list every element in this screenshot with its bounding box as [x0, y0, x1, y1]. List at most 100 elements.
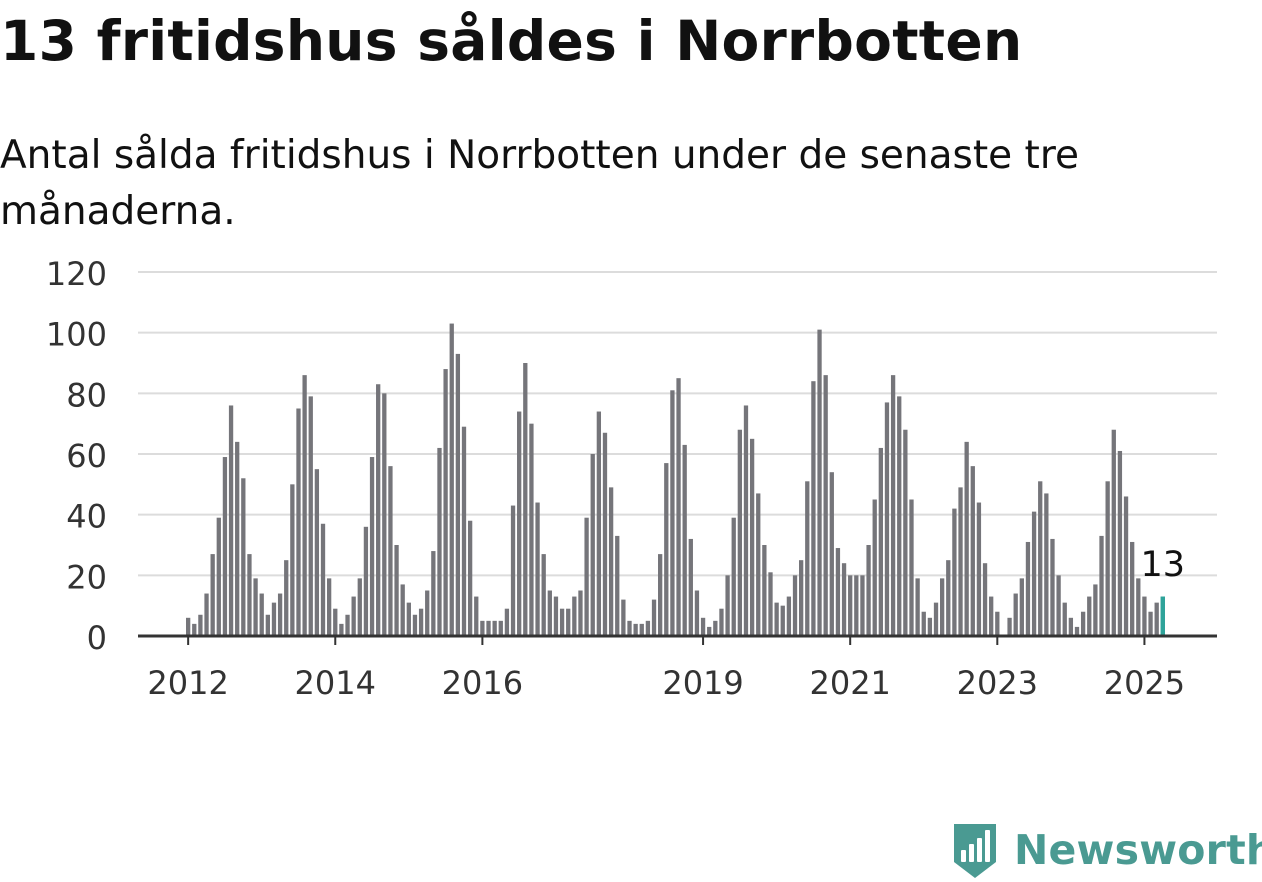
bar: [1019, 578, 1024, 636]
bar: [388, 466, 393, 636]
highlight-value-label: 13: [1141, 545, 1186, 585]
bar: [633, 623, 638, 636]
bar: [823, 375, 828, 636]
bar: [615, 535, 620, 636]
bar-series: [186, 323, 1165, 636]
bar: [443, 369, 448, 636]
bar: [216, 517, 221, 636]
bar: [259, 593, 264, 636]
bar: [829, 472, 834, 636]
bar: [958, 487, 963, 636]
bar: [952, 508, 957, 636]
bar: [394, 545, 399, 636]
bar: [651, 599, 657, 636]
bar: [192, 623, 197, 636]
x-tick-label: 2025: [1104, 664, 1185, 702]
bar: [363, 526, 369, 636]
bar: [247, 554, 252, 636]
bar: [884, 402, 890, 636]
bar: [382, 393, 387, 636]
bar: [326, 578, 332, 636]
bar: [805, 481, 810, 636]
bar: [854, 575, 859, 636]
bar: [235, 441, 240, 636]
bar: [400, 584, 405, 636]
bar: [467, 520, 473, 636]
bar: [639, 623, 644, 636]
bar: [1123, 496, 1129, 636]
x-tick-label: 2016: [442, 664, 523, 702]
bar: [541, 554, 546, 636]
bar: [437, 447, 442, 636]
bar: [198, 614, 203, 636]
bar: [682, 444, 687, 636]
bar: [970, 466, 975, 636]
bar: [982, 563, 988, 636]
bar: [792, 575, 798, 636]
y-tick-label: 120: [46, 255, 107, 293]
bar: [927, 617, 933, 636]
bar: [939, 578, 945, 636]
bar: [1111, 429, 1116, 636]
bar: [253, 578, 258, 636]
bar: [1025, 541, 1031, 636]
bar-highlight: [1160, 596, 1165, 636]
bar: [621, 599, 626, 636]
bar: [492, 620, 497, 636]
bar: [222, 457, 228, 636]
bar: [228, 405, 234, 636]
bar: [376, 384, 381, 636]
bar: [1099, 535, 1104, 636]
bar: [1074, 626, 1080, 636]
bar: [455, 353, 461, 636]
bar: [517, 411, 522, 636]
bar: [780, 605, 785, 636]
bar: [547, 590, 552, 636]
bar: [811, 381, 816, 636]
bar: [602, 432, 608, 636]
y-tick-label: 0: [87, 619, 107, 657]
bar: [694, 590, 700, 636]
newsworthy-bar-chart-icon: [954, 824, 996, 878]
bar: [866, 545, 871, 636]
bar: [774, 602, 779, 636]
bar: [964, 441, 969, 636]
x-tick-label: 2012: [147, 664, 228, 702]
bar: [1136, 578, 1141, 636]
bar: [277, 593, 283, 636]
bar: [535, 502, 540, 636]
bar: [731, 517, 736, 636]
annotations: 13: [1141, 545, 1186, 585]
bar: [933, 602, 939, 636]
bar: [480, 620, 485, 636]
bar: [553, 596, 559, 636]
bar: [320, 523, 326, 636]
bar: [418, 608, 424, 636]
bar: [707, 626, 712, 636]
bar: [296, 408, 301, 636]
bar: [406, 602, 411, 636]
bar: [186, 617, 191, 636]
bar: [664, 463, 669, 636]
bar: [559, 608, 565, 636]
bar: [590, 454, 595, 636]
bar: [713, 620, 718, 636]
bar: [431, 551, 436, 636]
bar: [529, 423, 534, 636]
bar: [1050, 538, 1055, 636]
bar: [897, 396, 902, 636]
x-tick-label: 2014: [295, 664, 376, 702]
bar: [1056, 575, 1061, 636]
bar: [1038, 481, 1043, 636]
bar: [271, 602, 277, 636]
bar: [578, 590, 583, 636]
bar: [903, 429, 908, 636]
x-axis: 2012 2014 2016 2019 2021 2023 2025: [138, 634, 1217, 702]
bar: [995, 611, 1000, 636]
bar: [1062, 602, 1067, 636]
bar: [1013, 593, 1018, 636]
bar: [584, 517, 589, 636]
bar: [749, 438, 755, 636]
bar: [486, 620, 491, 636]
